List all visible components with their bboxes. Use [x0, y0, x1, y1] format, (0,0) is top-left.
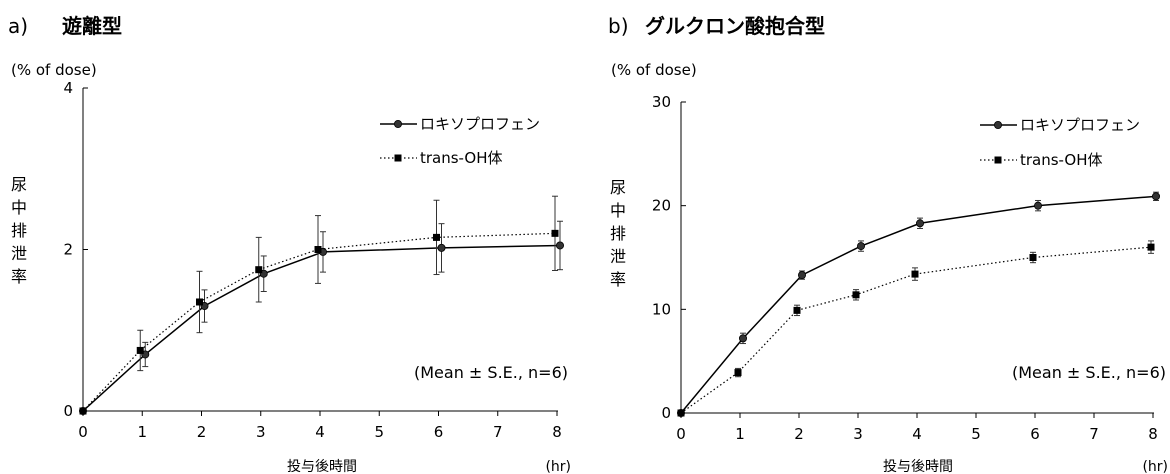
panel-b-x-tick-label: 3	[853, 425, 863, 443]
panel-b-plot: 0 1 2 3 4 5 6 7 8 0 10 20 30 ロキソプロフェン trans-OH体	[652, 93, 1161, 443]
panel-b-title: グルクロン酸抱合型	[645, 14, 825, 38]
panel-a-y-unit: (% of dose)	[11, 61, 97, 79]
panel-b-x-tick-label: 1	[735, 425, 745, 443]
panel-a-series-2-point	[79, 407, 87, 415]
panel-b-y-tick-label: 10	[652, 300, 671, 318]
panel-b-series-2-point	[1147, 243, 1155, 251]
panel-a-x-tick-label: 2	[197, 423, 207, 441]
panel-b-y-tick-label: 20	[652, 197, 671, 215]
panel-a-note: (Mean ± S.E., n=6)	[414, 363, 568, 382]
panel-b-x-tick-label: 5	[971, 425, 981, 443]
panel-b-series-2-point	[911, 270, 919, 278]
panel-a-series-2-point	[136, 346, 144, 354]
panel-b-ylabel-char: 排	[610, 224, 626, 243]
panel-a-series-2-line	[82, 232, 556, 412]
panel-a-x-tick-label: 3	[256, 423, 266, 441]
panel-a-series-1-point	[556, 241, 565, 250]
panel-a-ylabel-char: 排	[11, 221, 27, 240]
panel-a-ylabel-char: 中	[11, 198, 27, 217]
panel-a-title: 遊離型	[62, 14, 122, 38]
panel-b-series-1-point	[857, 242, 866, 251]
panel-b-series-2-point	[677, 409, 685, 417]
panel-a-legend-marker-1	[393, 120, 402, 129]
panel-a-series-2-point	[314, 246, 322, 253]
panel-b-x-tick-label: 6	[1030, 425, 1040, 443]
panel-a-series-2-point	[255, 266, 263, 274]
panel-a-series-1-line	[82, 244, 561, 412]
panel-a-ylabel-char: 尿	[11, 175, 27, 194]
panel-a-x-tick-label: 7	[493, 423, 503, 441]
panel-b-series-1-point	[1034, 201, 1043, 210]
panel-b-xlabel: 投与後時間	[883, 459, 953, 474]
panel-b-x-tick-label: 7	[1089, 425, 1099, 443]
panel-b-y-tick-label: 30	[652, 93, 671, 111]
panel-b-x-unit: (hr)	[1142, 459, 1168, 474]
panel-b-series-2-point	[1029, 254, 1037, 261]
panel-a-label: a)	[8, 14, 28, 38]
panel-a-x-tick-label: 1	[137, 423, 147, 441]
panel-a: a) 遊離型 (% of dose) 投与後時間 (hr) (Mean ± S.…	[8, 14, 571, 474]
panel-b-series-2-point	[852, 291, 860, 299]
panel-a-x-tick-label: 6	[434, 423, 444, 441]
panel-b-x-tick-label: 8	[1148, 425, 1158, 443]
panel-a-series-1-point	[437, 243, 446, 252]
panel-a-y-tick-label: 2	[63, 241, 73, 259]
panel-a-legend-label-2: trans-OH体	[420, 149, 502, 167]
panel-b-note: (Mean ± S.E., n=6)	[1012, 363, 1166, 382]
panel-a-y-tick-label: 4	[63, 79, 73, 97]
panel-a-xlabel: 投与後時間	[287, 459, 357, 474]
panel-a-x-tick-label: 5	[374, 423, 384, 441]
panel-a-plot: 0 1 2 3 4 5 6 7 8 0 2 4 ロキソプロフェン trans-OH体	[63, 79, 565, 441]
panel-a-y-tick-label: 0	[63, 402, 73, 420]
panel-a-legend-label-1: ロキソプロフェン	[420, 115, 540, 133]
panel-b-series-1-point	[1152, 192, 1161, 201]
panel-b-series-1-point	[916, 219, 925, 228]
panel-a-x-tick-label: 0	[78, 423, 88, 441]
panel-b: b) グルクロン酸抱合型 (% of dose) 投与後時間 (hr) (Mea…	[608, 14, 1168, 474]
panel-b-series-1-point	[798, 271, 807, 280]
panel-a-x-tick-label: 8	[552, 423, 562, 441]
panel-b-series-2-point	[793, 306, 801, 314]
panel-a-ylabel-char: 泄	[11, 244, 27, 263]
panel-a-series-2-point	[196, 298, 203, 306]
panel-a-series-2-point	[551, 229, 559, 237]
panel-b-ylabel-char: 泄	[610, 247, 626, 266]
panel-b-ylabel-char: 中	[610, 201, 626, 220]
panel-b-y-tick-label: 0	[661, 404, 671, 422]
panel-b-legend-marker-2	[994, 156, 1002, 164]
panel-b-label: b)	[608, 14, 629, 38]
panel-b-series-2-point	[734, 369, 742, 377]
panel-b-legend-label-2: trans-OH体	[1020, 151, 1102, 169]
panel-a-legend-marker-2	[394, 154, 402, 162]
panel-b-x-tick-label: 0	[676, 425, 686, 443]
panel-a-ylabel-char: 率	[11, 267, 27, 286]
panel-b-x-tick-label: 2	[794, 425, 804, 443]
panel-b-x-tick-label: 4	[912, 425, 922, 443]
panel-a-x-unit: (hr)	[545, 459, 571, 474]
panel-b-ylabel-char: 率	[610, 270, 626, 289]
panel-b-legend-marker-1	[994, 121, 1003, 130]
panel-b-ylabel-char: 尿	[610, 178, 626, 197]
panel-b-y-unit: (% of dose)	[611, 61, 697, 79]
panel-a-x-tick-label: 4	[315, 423, 325, 441]
panel-a-series-2-point	[433, 233, 440, 241]
panel-b-legend-label-1: ロキソプロフェン	[1020, 116, 1140, 134]
panel-b-series-1-point	[739, 334, 748, 343]
